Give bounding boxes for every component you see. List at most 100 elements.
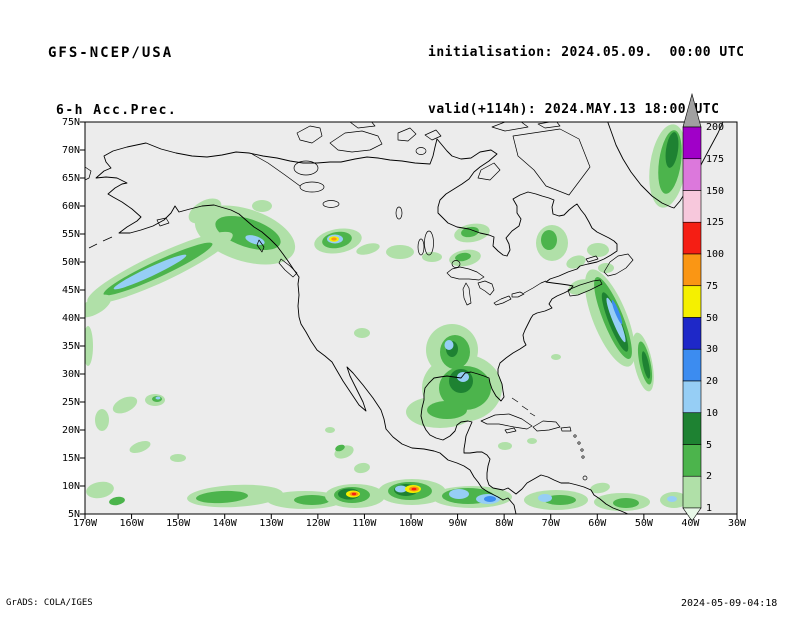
lesser-antilles-dot: [580, 448, 584, 452]
lat-tick-label: 60N: [61, 201, 80, 212]
banks-island: [296, 125, 323, 144]
somerset-island: [424, 129, 442, 141]
lake-winnipegosis: [417, 238, 425, 256]
haida-gwaii: [256, 239, 265, 253]
precip-cell-1: [85, 294, 112, 318]
precip-cell-5: [665, 132, 679, 168]
map-background: [85, 122, 737, 514]
anticosti-island: [585, 255, 599, 263]
precip-cell-2: [613, 498, 639, 508]
lat-tick-label: 40N: [61, 313, 80, 324]
lon-tick-label: 40W: [681, 518, 700, 529]
time-block: initialisation: 2024.05.09. 00:00 UTC va…: [428, 7, 744, 155]
precip-cell-1: [551, 354, 561, 360]
init-time: initialisation: 2024.05.09. 00:00 UTC: [428, 45, 745, 60]
colorbar-level-label: 175: [706, 153, 725, 165]
colorbar-segment-75-100: [682, 253, 702, 287]
product-title: 6-h Acc.Prec.: [56, 103, 178, 118]
hispaniola: [532, 420, 561, 432]
lon-tick-label: 60W: [588, 518, 607, 529]
pacific-islands: [85, 166, 298, 278]
precip-cell-100: [411, 487, 417, 491]
lat-tick-label: 30N: [61, 369, 80, 380]
lesser-antilles-dot: [577, 441, 581, 445]
lon-tick-label: 30W: [727, 518, 747, 529]
st-lawrence-river: [523, 280, 547, 294]
colorbar-level-label: 75: [706, 280, 719, 292]
precip-cell-1: [95, 409, 109, 431]
colorbar-segment-2-5: [682, 444, 702, 477]
coastline-north-america: [95, 138, 629, 514]
lon-tick-label: 170W: [72, 518, 98, 529]
ellesmere-fragment: [537, 122, 561, 129]
precip-cell-1: [527, 438, 537, 444]
creation-timestamp: 2024-05-09-04:18: [681, 598, 778, 609]
precip-cell-10: [667, 496, 677, 502]
lon-tick-label: 110W: [352, 518, 377, 529]
precip-cell-1: [386, 245, 414, 259]
precip-cell-1: [252, 200, 272, 212]
precip-cell-1: [354, 462, 370, 474]
lon-tick-label: 80W: [495, 518, 514, 529]
arctic-islands: [296, 122, 591, 196]
lat-tick-label: 20N: [61, 425, 80, 436]
colorbar-arrow-up: [682, 92, 702, 128]
precip-cell-10: [457, 372, 469, 382]
nova-scotia: [567, 279, 603, 297]
mackenzie-river: [251, 153, 301, 187]
reindeer-lake: [395, 206, 403, 220]
lat-tick-label: 10N: [61, 481, 80, 492]
title-block: GFS-NCEP/USA 6-h Acc.Prec.: [48, 7, 177, 156]
precip-cell-10: [395, 485, 407, 493]
lake-erie: [493, 295, 512, 306]
colorbar-level-label: 30: [706, 344, 719, 356]
precip-cell-1: [129, 440, 151, 454]
axis-ticks: [80, 121, 738, 519]
precip-cell-10: [155, 396, 161, 400]
lat-tick-label: 5N: [67, 509, 80, 520]
precip-cell-10: [538, 494, 552, 502]
newfoundland: [603, 253, 634, 277]
lake-athabasca: [322, 200, 340, 208]
precip-cell-10: [449, 489, 469, 499]
colorbar-level-label: 1: [706, 503, 713, 514]
precip-cell-10: [444, 340, 454, 350]
precip-cell-1: [112, 396, 138, 414]
precip-cell-1: [587, 243, 609, 257]
precip-cell-1: [566, 255, 586, 269]
precip-cell-1: [498, 442, 512, 450]
coastline-greenland: [607, 122, 724, 209]
precip-cell-1: [85, 326, 93, 366]
lat-tick-label: 25N: [61, 397, 80, 408]
precip-cell-10: [113, 254, 187, 290]
precip-cell-2: [109, 496, 125, 506]
lon-tick-label: 140W: [212, 518, 237, 529]
colorbar-segment-5-10: [682, 412, 702, 445]
canadian-lakes: [251, 153, 461, 268]
precip-cell-1: [590, 482, 610, 494]
aleutian-islands: [88, 236, 113, 249]
colorbar-segment-20-30: [682, 348, 702, 382]
trinidad: [582, 475, 588, 481]
lake-michigan: [462, 282, 472, 306]
puerto-rico: [560, 426, 572, 432]
precip-cell-1: [170, 454, 186, 462]
precip-cell-1: [86, 481, 114, 499]
precip-cell-2: [461, 226, 479, 238]
great-slave-lake: [299, 181, 325, 193]
precip-cell-2: [544, 495, 576, 505]
cuba: [480, 413, 533, 430]
lat-tick-label: 45N: [61, 285, 80, 296]
precip-cell-2: [215, 216, 281, 250]
colorbar-level-label: 100: [706, 249, 725, 260]
lon-tick-label: 90W: [448, 518, 467, 529]
precip-cell-1: [422, 252, 442, 262]
precip-cell-10: [606, 297, 626, 343]
lon-tick-label: 130W: [259, 518, 284, 529]
lat-tick-label: 35N: [61, 341, 80, 352]
lat-tick-label: 70N: [61, 145, 80, 156]
southampton-island: [477, 162, 501, 181]
precip-cell-20: [611, 299, 623, 325]
lat-tick-label: 75N: [61, 117, 80, 128]
colorbar-level-label: 125: [706, 217, 725, 229]
